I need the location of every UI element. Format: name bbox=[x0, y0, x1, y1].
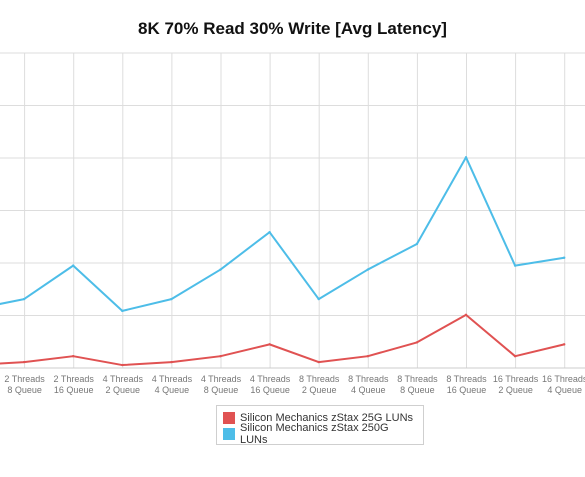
x-tick-label: 4 Threads bbox=[201, 374, 242, 384]
series-line-25g bbox=[0, 313, 565, 367]
data-point-25g bbox=[513, 354, 517, 358]
x-tick-label: 2 Queue bbox=[106, 385, 141, 395]
data-point-250g bbox=[563, 256, 566, 259]
chart-title: 8K 70% Read 30% Write [Avg Latency] bbox=[138, 19, 447, 38]
legend-label-25g: Silicon Mechanics zStax 25G LUNs bbox=[240, 412, 414, 424]
legend-item-25g[interactable]: Silicon Mechanics zStax 25G LUNs bbox=[223, 410, 417, 426]
x-tick-label: 16 Queue bbox=[250, 385, 290, 395]
x-tick-label: 4 Threads bbox=[250, 374, 291, 384]
x-tick-label: 4 Queue bbox=[547, 385, 582, 395]
x-tick-label: 8 Threads bbox=[348, 374, 389, 384]
x-tick-label: 16 Queue bbox=[54, 385, 94, 395]
data-point-25g bbox=[415, 341, 419, 344]
data-point-25g bbox=[170, 360, 173, 364]
x-tick-label: 16 Threads bbox=[493, 374, 539, 384]
x-tick-label: 8 Queue bbox=[204, 385, 239, 395]
data-point-250g bbox=[317, 297, 320, 301]
data-point-250g bbox=[219, 268, 222, 271]
x-tick-label: 4 Queue bbox=[155, 385, 190, 395]
data-point-25g bbox=[22, 360, 26, 364]
x-tick-label: 8 Threads bbox=[299, 374, 340, 384]
x-tick-label: 2 Queue bbox=[498, 385, 533, 395]
data-point-25g bbox=[464, 313, 468, 317]
data-point-250g bbox=[170, 297, 173, 301]
x-tick-label: 4 Queue bbox=[351, 385, 386, 395]
data-point-250g bbox=[22, 297, 26, 301]
x-tick-label: 2 Threads bbox=[54, 374, 95, 384]
data-point-250g bbox=[366, 268, 369, 271]
x-tick-label: 16 Queue bbox=[447, 385, 487, 395]
legend-swatch-25g bbox=[223, 412, 235, 424]
data-point-25g bbox=[268, 343, 271, 346]
data-point-25g bbox=[72, 354, 75, 358]
x-tick-label: 8 Threads bbox=[446, 374, 487, 384]
x-tick-label: 16 Threads bbox=[542, 374, 585, 384]
data-point-250g bbox=[72, 264, 75, 267]
data-point-25g bbox=[121, 363, 124, 367]
x-tick-label: 8 Queue bbox=[400, 385, 435, 395]
data-point-25g bbox=[317, 360, 320, 364]
data-point-250g bbox=[513, 264, 517, 267]
legend-swatch-250g bbox=[223, 428, 235, 440]
x-tick-label: 4 Threads bbox=[152, 374, 193, 384]
legend-label-250g: Silicon Mechanics zStax 250G LUNs bbox=[240, 422, 389, 446]
chart-legend: Silicon Mechanics zStax 25G LUNs Silicon… bbox=[216, 405, 424, 446]
x-tick-label: 8 Queue bbox=[7, 385, 42, 395]
x-tick-label: 8 Threads bbox=[397, 374, 438, 384]
data-point-250g bbox=[415, 242, 419, 246]
x-tick-label: 4 Threads bbox=[103, 374, 144, 384]
data-point-25g bbox=[563, 343, 566, 346]
data-point-25g bbox=[366, 354, 369, 358]
series-line-250g bbox=[0, 156, 565, 312]
data-point-250g bbox=[464, 156, 468, 159]
data-point-250g bbox=[121, 309, 124, 313]
data-point-250g bbox=[268, 230, 271, 234]
x-tick-label: 2 Queue bbox=[302, 385, 337, 395]
x-tick-label: 2 Threads bbox=[4, 374, 45, 384]
data-point-25g bbox=[219, 354, 222, 358]
legend-item-250g[interactable]: Silicon Mechanics zStax 250G LUNs bbox=[223, 422, 417, 446]
